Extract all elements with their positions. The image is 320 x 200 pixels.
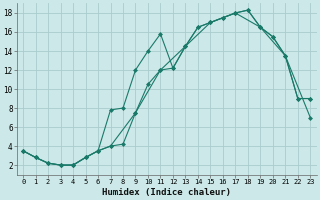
X-axis label: Humidex (Indice chaleur): Humidex (Indice chaleur): [102, 188, 231, 197]
